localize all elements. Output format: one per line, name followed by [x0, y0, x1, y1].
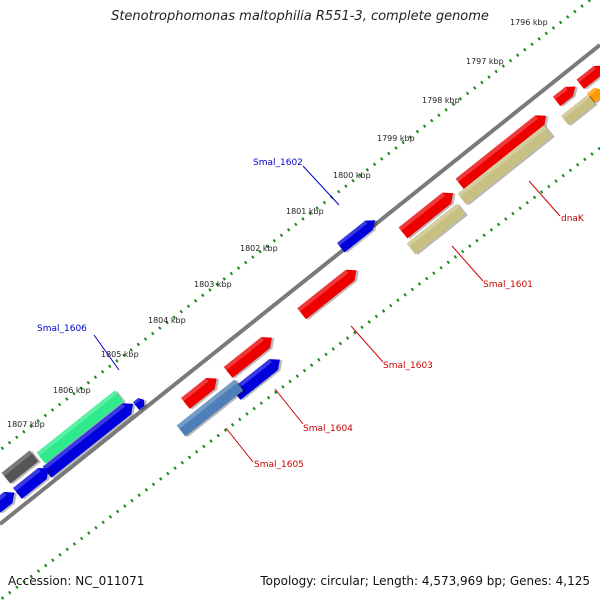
leader-smal-1604	[274, 388, 304, 425]
genome-summary-text: Topology: circular; Length: 4,573,969 bp…	[260, 574, 590, 588]
feature-red-top-1	[576, 65, 600, 90]
leader-smal-1603	[350, 325, 384, 363]
feature-green-smal-1606	[36, 390, 126, 465]
outer-tick-track	[0, 0, 591, 452]
leader-smal-1606	[93, 334, 120, 371]
feature-olive-top	[560, 94, 598, 126]
gene-label-smal-1601: Smal_1601	[483, 280, 533, 290]
scale-labels: 1796 kbp 1797 kbp 1798 kbp 1799 kbp 1800…	[7, 18, 548, 429]
feature-gray-left	[1, 450, 41, 485]
scale-label-1796: 1796 kbp	[510, 18, 548, 27]
feature-blue-long-1	[42, 403, 136, 479]
scale-label-1804: 1804 kbp	[148, 316, 186, 325]
gene-label-smal-1606: Smal_1606	[37, 324, 87, 334]
leader-smal-1602	[302, 165, 340, 206]
feature-steelblue-smal-1605	[176, 379, 246, 438]
feature-blocks	[0, 65, 600, 514]
feature-blue-smal-1604b	[231, 359, 283, 401]
scale-label-1801: 1801 kbp	[286, 207, 324, 216]
feature-red-smal-1601	[398, 192, 456, 240]
feature-red-top-2	[552, 86, 578, 107]
scale-label-1805: 1805 kbp	[101, 350, 139, 359]
gene-label-smal-1602: Smal_1602	[253, 158, 303, 168]
accession-text: Accession: NC_011071	[8, 574, 145, 588]
leader-smal-1601	[451, 245, 484, 282]
gene-labels: Smal_1602 Smal_1606 dnaK Smal_1601 Smal_…	[37, 158, 585, 470]
scale-label-1802: 1802 kbp	[240, 244, 278, 253]
scale-label-1807: 1807 kbp	[7, 420, 45, 429]
scale-label-1806: 1806 kbp	[53, 386, 91, 395]
scale-label-1800: 1800 kbp	[333, 171, 371, 180]
leader-smal-1605	[225, 427, 254, 463]
scale-label-1803: 1803 kbp	[194, 280, 232, 289]
leader-dnak	[528, 180, 561, 217]
scale-label-1797: 1797 kbp	[466, 57, 504, 66]
feature-blue-left-1	[12, 468, 52, 500]
feature-red-smal-1603	[297, 269, 359, 320]
scale-label-1798: 1798 kbp	[422, 96, 460, 105]
feature-olive-smal-1601	[406, 203, 468, 256]
gene-label-smal-1605: Smal_1605	[254, 460, 304, 470]
gene-label-smal-1604: Smal_1604	[303, 424, 353, 434]
gene-label-smal-1603: Smal_1603	[383, 361, 433, 371]
map-title: Stenotrophomonas maltophilia R551-3, com…	[111, 9, 489, 24]
feature-red-smal-1604a	[223, 337, 275, 379]
gene-label-dnak: dnaK	[561, 214, 585, 224]
scale-label-1799: 1799 kbp	[377, 134, 415, 143]
label-leaders	[93, 165, 561, 463]
feature-blue-smal-1602	[337, 220, 378, 254]
feature-red-smal-1605a	[180, 378, 220, 410]
genome-backbone	[0, 43, 600, 526]
feature-orange-top	[586, 87, 600, 104]
feature-blue-small-arrow	[132, 398, 147, 411]
feature-blue-left-2	[0, 492, 17, 514]
feature-red-dnak-upper	[455, 115, 549, 191]
feature-olive-dnak	[457, 125, 555, 206]
